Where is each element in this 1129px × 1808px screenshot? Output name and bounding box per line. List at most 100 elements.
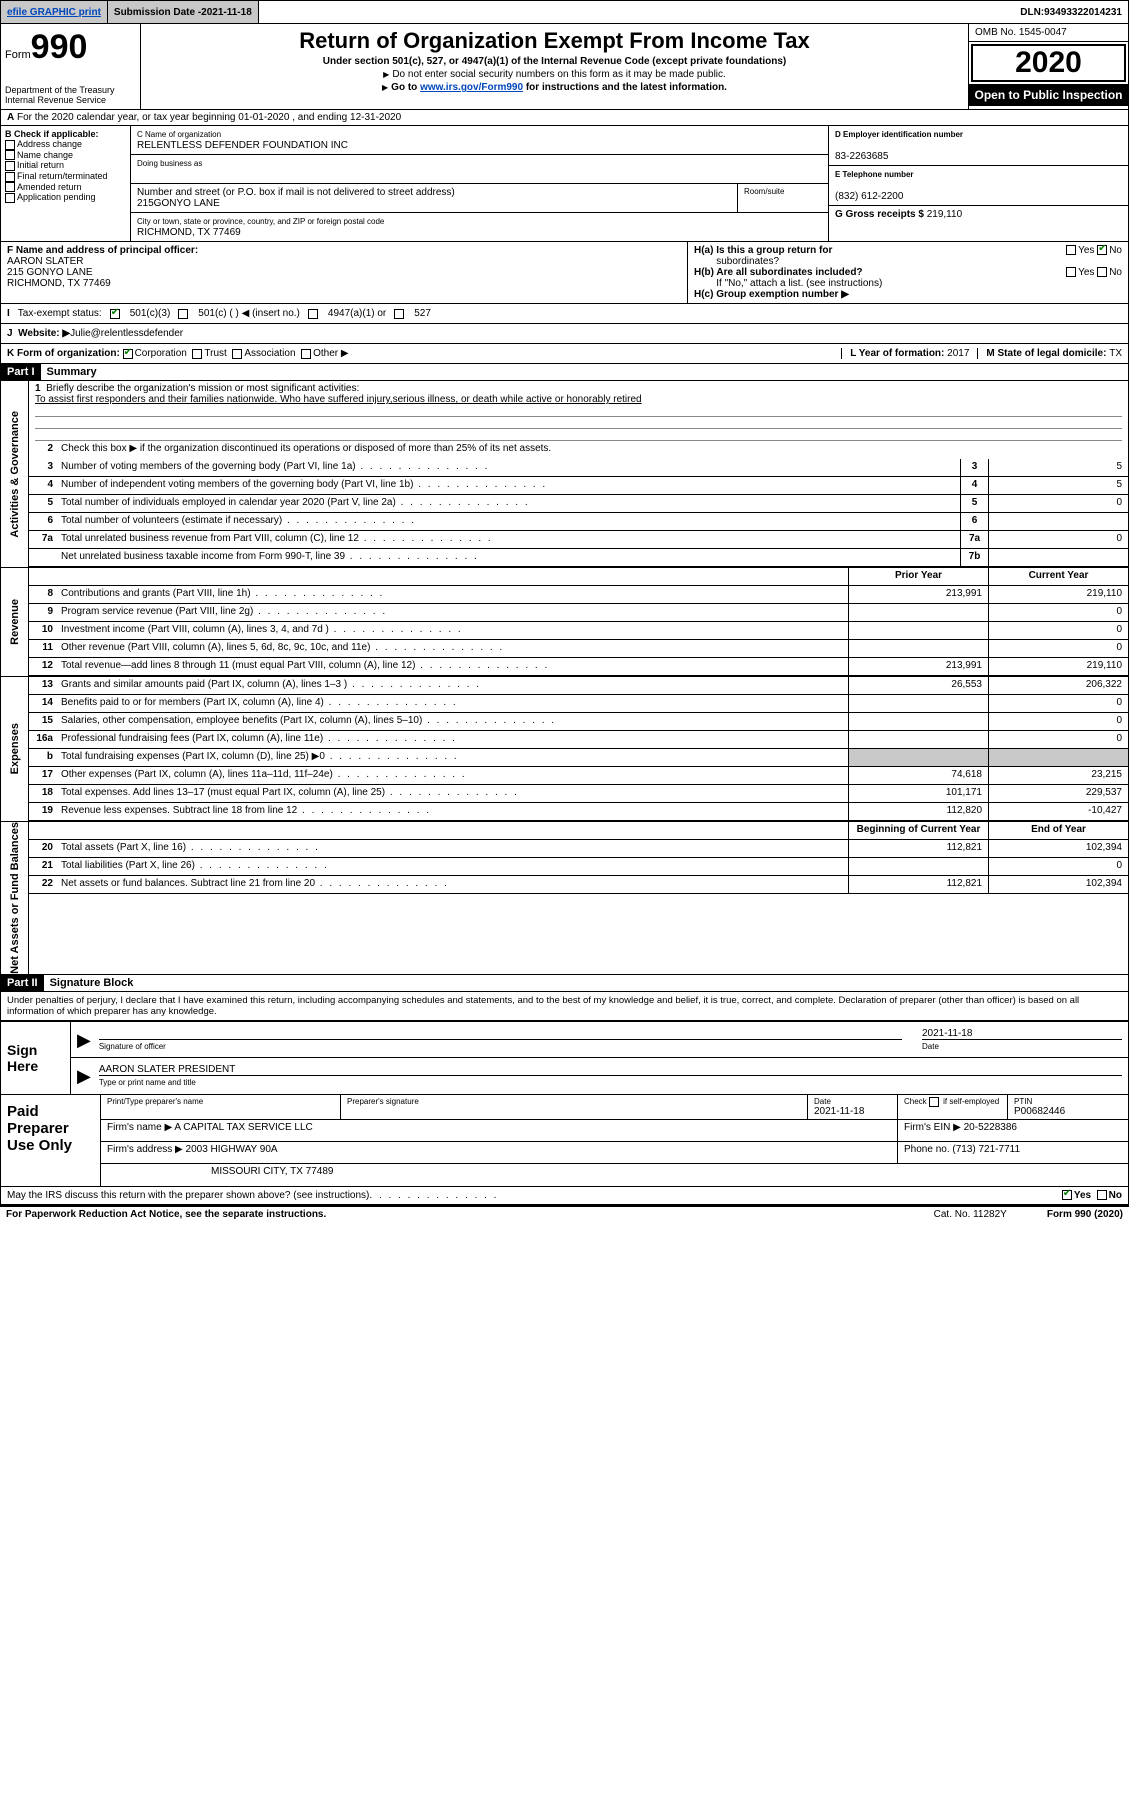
row-j-website: J Website: ▶ Julie@relentlessdefender bbox=[1, 324, 1128, 344]
table-row: 16aProfessional fundraising fees (Part I… bbox=[29, 731, 1128, 749]
row-i-tax-status: ITax-exempt status: 501(c)(3) 501(c) ( )… bbox=[1, 304, 1128, 324]
table-row: 10Investment income (Part VIII, column (… bbox=[29, 622, 1128, 640]
table-row: 13Grants and similar amounts paid (Part … bbox=[29, 677, 1128, 695]
col-b-label: B Check if applicable: bbox=[5, 129, 126, 139]
section-bcdefg: B Check if applicable: Address change Na… bbox=[1, 126, 1128, 242]
table-row: 22Net assets or fund balances. Subtract … bbox=[29, 876, 1128, 894]
chk-527[interactable] bbox=[394, 309, 404, 319]
row-a-taxyear: A For the 2020 calendar year, or tax yea… bbox=[1, 110, 1128, 126]
gov-line: 6Total number of volunteers (estimate if… bbox=[29, 513, 1128, 531]
form-note1: Do not enter social security numbers on … bbox=[149, 69, 960, 80]
table-row: 9Program service revenue (Part VIII, lin… bbox=[29, 604, 1128, 622]
top-bar: efile GRAPHIC print Submission Date - 20… bbox=[0, 0, 1129, 24]
gov-line: 7aTotal unrelated business revenue from … bbox=[29, 531, 1128, 549]
mission-text: To assist first responders and their fam… bbox=[35, 394, 1122, 405]
efile-link[interactable]: efile GRAPHIC print bbox=[1, 1, 108, 23]
gov-line: Net unrelated business taxable income fr… bbox=[29, 549, 1128, 567]
line-1: 1 Briefly describe the organization's mi… bbox=[29, 381, 1128, 405]
chk-name-change[interactable]: Name change bbox=[5, 150, 126, 161]
ha: H(a) Is this a group return for Yes No s… bbox=[694, 245, 1122, 267]
ein: D Employer identification number83-22636… bbox=[829, 126, 1128, 166]
sig-arrow-icon: ▶ bbox=[77, 1066, 91, 1087]
form-note2: Go to www.irs.gov/Form990 for instructio… bbox=[149, 82, 960, 93]
irs-link[interactable]: www.irs.gov/Form990 bbox=[420, 82, 523, 93]
dba: Doing business as bbox=[131, 155, 828, 184]
form-subtitle: Under section 501(c), 527, or 4947(a)(1)… bbox=[149, 56, 960, 67]
sign-here-label: Sign Here bbox=[1, 1022, 71, 1094]
form-ref: Form 990 (2020) bbox=[1047, 1209, 1123, 1220]
p1-expenses: Expenses 13Grants and similar amounts pa… bbox=[1, 677, 1128, 822]
header-mid: Return of Organization Exempt From Incom… bbox=[141, 24, 968, 109]
chk-final-return[interactable]: Final return/terminated bbox=[5, 171, 126, 182]
form-990: Form990 Department of the TreasuryIntern… bbox=[0, 24, 1129, 1206]
firm-addr-row: Firm's address ▶ 2003 HIGHWAY 90A Phone … bbox=[101, 1142, 1128, 1164]
state-domicile: M State of legal domicile: TX bbox=[977, 348, 1122, 359]
preparer-header: Print/Type preparer's name Preparer's si… bbox=[101, 1095, 1128, 1120]
chk-discuss-no[interactable] bbox=[1097, 1190, 1107, 1200]
col-b-checkboxes: B Check if applicable: Address change Na… bbox=[1, 126, 131, 241]
street-addr: Number and street (or P.O. box if mail i… bbox=[131, 184, 738, 212]
p1-governance: Activities & Governance 1 Briefly descri… bbox=[1, 381, 1128, 568]
discuss-preparer: May the IRS discuss this return with the… bbox=[1, 1187, 1128, 1204]
bottom-bar: For Paperwork Reduction Act Notice, see … bbox=[0, 1206, 1129, 1222]
hc: H(c) Group exemption number ▶ bbox=[694, 289, 1122, 300]
chk-amended[interactable]: Amended return bbox=[5, 182, 126, 193]
section-fh: F Name and address of principal officer:… bbox=[1, 242, 1128, 304]
cat-no: Cat. No. 11282Y bbox=[934, 1209, 1007, 1220]
city-state: City or town, state or province, country… bbox=[131, 213, 828, 241]
sign-here: Sign Here ▶ Signature of officer 2021-11… bbox=[1, 1021, 1128, 1095]
table-row: 14Benefits paid to or for members (Part … bbox=[29, 695, 1128, 713]
hb: H(b) Are all subordinates included? Yes … bbox=[694, 267, 1122, 289]
chk-discuss-yes[interactable] bbox=[1062, 1190, 1072, 1200]
org-name: C Name of organization RELENTLESS DEFEND… bbox=[131, 126, 828, 155]
open-public: Open to Public Inspection bbox=[969, 84, 1128, 106]
year-formation: L Year of formation: 2017 bbox=[841, 348, 969, 359]
graphic-print-btn[interactable]: Submission Date - 2021-11-18 bbox=[108, 1, 259, 23]
pra-notice: For Paperwork Reduction Act Notice, see … bbox=[6, 1209, 326, 1220]
sig-officer-row: ▶ Signature of officer 2021-11-18Date bbox=[71, 1022, 1128, 1058]
chk-app-pending[interactable]: Application pending bbox=[5, 192, 126, 203]
gross-receipts: G Gross receipts $ 219,110 bbox=[829, 206, 1128, 223]
room-suite: Room/suite bbox=[738, 184, 828, 212]
gov-line: 4Number of independent voting members of… bbox=[29, 477, 1128, 495]
perjury-decl: Under penalties of perjury, I declare th… bbox=[1, 992, 1128, 1021]
net-header: Beginning of Current Year End of Year bbox=[29, 822, 1128, 840]
rev-header: Prior Year Current Year bbox=[29, 568, 1128, 586]
side-expenses: Expenses bbox=[1, 677, 29, 821]
table-row: 21Total liabilities (Part X, line 26)0 bbox=[29, 858, 1128, 876]
form-number: Form990 bbox=[5, 28, 136, 67]
table-row: 17Other expenses (Part IX, column (A), l… bbox=[29, 767, 1128, 785]
tax-year: 2020 bbox=[971, 44, 1126, 82]
side-netassets: Net Assets or Fund Balances bbox=[1, 822, 29, 974]
table-row: bTotal fundraising expenses (Part IX, co… bbox=[29, 749, 1128, 767]
firm-addr2-row: MISSOURI CITY, TX 77489 bbox=[101, 1164, 1128, 1186]
chk-501c3[interactable] bbox=[110, 309, 120, 319]
col-defg: D Employer identification number83-22636… bbox=[828, 126, 1128, 241]
header-left: Form990 Department of the TreasuryIntern… bbox=[1, 24, 141, 109]
table-row: 15Salaries, other compensation, employee… bbox=[29, 713, 1128, 731]
table-row: 19Revenue less expenses. Subtract line 1… bbox=[29, 803, 1128, 821]
col-c-org: C Name of organization RELENTLESS DEFEND… bbox=[131, 126, 828, 241]
chk-assoc[interactable] bbox=[232, 349, 242, 359]
chk-trust[interactable] bbox=[192, 349, 202, 359]
telephone: E Telephone number(832) 612-2200 bbox=[829, 166, 1128, 206]
header-right: OMB No. 1545-0047 2020 Open to Public In… bbox=[968, 24, 1128, 109]
chk-initial-return[interactable]: Initial return bbox=[5, 160, 126, 171]
side-revenue: Revenue bbox=[1, 568, 29, 676]
part-ii-header: Part II Signature Block bbox=[1, 975, 1128, 992]
line-2: 2Check this box ▶ if the organization di… bbox=[29, 441, 1128, 459]
chk-501c[interactable] bbox=[178, 309, 188, 319]
chk-other[interactable] bbox=[301, 349, 311, 359]
dept-treasury: Department of the TreasuryInternal Reven… bbox=[5, 85, 136, 105]
table-row: 18Total expenses. Add lines 13–17 (must … bbox=[29, 785, 1128, 803]
row-klm: K Form of organization: Corporation Trus… bbox=[1, 344, 1128, 364]
chk-address-change[interactable]: Address change bbox=[5, 139, 126, 150]
form-title: Return of Organization Exempt From Incom… bbox=[149, 28, 960, 54]
paid-preparer-label: Paid Preparer Use Only bbox=[1, 1095, 101, 1186]
table-row: 12Total revenue—add lines 8 through 11 (… bbox=[29, 658, 1128, 676]
addr-row: Number and street (or P.O. box if mail i… bbox=[131, 184, 828, 213]
chk-4947[interactable] bbox=[308, 309, 318, 319]
chk-corp[interactable] bbox=[123, 349, 133, 359]
sig-date: 2021-11-18Date bbox=[922, 1028, 1122, 1051]
firm-name-row: Firm's name ▶ A CAPITAL TAX SERVICE LLC … bbox=[101, 1120, 1128, 1142]
